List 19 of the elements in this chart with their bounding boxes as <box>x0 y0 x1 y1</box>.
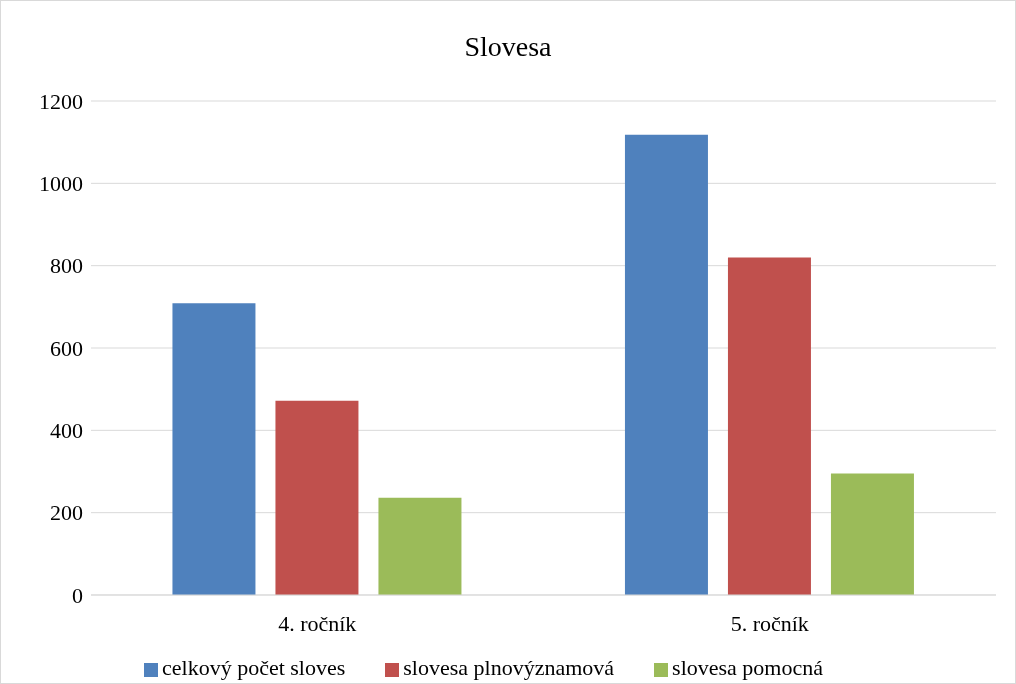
y-tick-label: 200 <box>50 500 83 526</box>
x-tick-label: 4. ročník <box>278 610 357 636</box>
legend-label: slovesa plnovýznamová <box>403 655 615 680</box>
chart-title: Slovesa <box>463 31 553 63</box>
y-tick-label: 1200 <box>39 88 83 114</box>
bar <box>624 134 708 595</box>
bar <box>378 497 462 595</box>
y-tick-label: 0 <box>72 582 83 608</box>
x-tick-label: 5. ročník <box>730 610 809 636</box>
y-tick-label: 400 <box>50 418 83 444</box>
legend-label: slovesa pomocná <box>672 655 823 680</box>
bar <box>172 303 256 595</box>
y-tick-label: 1000 <box>39 171 83 197</box>
bar <box>275 400 359 595</box>
y-tick-label: 800 <box>50 253 83 279</box>
legend-label: celkový počet sloves <box>162 655 346 680</box>
bar <box>727 257 811 595</box>
bar <box>830 473 914 595</box>
y-tick-label: 600 <box>50 335 83 361</box>
